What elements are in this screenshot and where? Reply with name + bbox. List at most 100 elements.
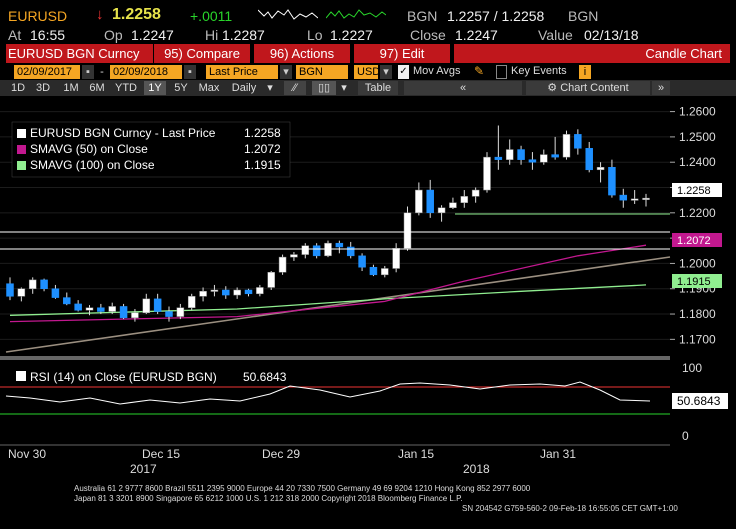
date-separator: - [100,66,104,78]
period-1y[interactable]: 1Y [144,81,166,95]
chevron-down-icon[interactable]: ▾ [267,82,273,94]
value-date: 02/13/18 [584,27,639,43]
footer-contacts: Australia 61 2 9777 8600 Brazil 5511 239… [74,484,531,493]
start-date-input[interactable]: 02/09/2017 [14,65,80,79]
candle-body [40,279,48,289]
candle-body [642,197,650,200]
period-5y[interactable]: 5Y [174,82,188,94]
candle [187,293,196,311]
candle [517,145,525,165]
security-field[interactable]: EURUSD BGN Curncy [6,44,153,63]
candle-body [358,255,366,268]
ticker-symbol: EURUSD [8,8,68,24]
candle-body [187,296,196,308]
candle [142,293,151,315]
period-3d[interactable]: 3D [35,82,51,94]
panel-divider[interactable] [0,356,670,360]
info-icon[interactable]: i [579,65,591,79]
candle [176,303,185,320]
candle-body [267,272,275,288]
price-field-select[interactable]: Last Price [206,65,278,79]
candle [574,129,582,155]
period-max[interactable]: Max [198,82,220,94]
period-6m[interactable]: 6M [89,82,105,94]
price-chart[interactable]: 1.26001.25001.24001.23001.22001.21001.20… [0,96,736,529]
mov-avgs-checkbox[interactable]: ✓ [398,65,409,79]
period-ytd[interactable]: YTD [115,82,137,94]
candle [403,206,412,251]
calendar-icon[interactable]: ▪ [184,65,196,79]
close-label: Close [410,27,446,43]
candle [608,159,616,198]
currency-input[interactable]: USD [354,65,380,79]
candle-body [403,212,412,249]
candle-body [551,154,559,158]
candle [483,152,491,193]
sma50-tag-text: 1.2072 [677,235,711,247]
legend-sma100: SMAVG (100) on Close [30,158,155,172]
candle [290,252,298,261]
chevron-down-icon[interactable]: ▾ [341,82,347,94]
compare-button[interactable]: 95) Compare [154,44,250,63]
sma100-line [9,284,647,316]
end-date-input[interactable]: 02/09/2018 [110,65,182,79]
candle [562,130,571,160]
table-button[interactable]: Table [358,81,398,95]
close-value: 1.2247 [455,27,498,43]
candle-body [528,159,537,163]
candle-body [312,245,321,257]
scroll-left-icon[interactable]: « [404,81,522,95]
sma50-line [9,244,647,323]
candle [210,284,219,297]
key-events-checkbox[interactable] [496,65,507,79]
candle-body [165,311,173,317]
candle [540,149,548,165]
frequency-select[interactable]: Daily [231,82,257,94]
line-chart-icon[interactable]: ⁄⁄ [284,81,306,95]
candle-body [630,198,639,201]
y-tick-label: 1.2600 [679,105,716,119]
y-tick-label: 1.1800 [679,307,716,321]
legend-main: EURUSD BGN Curncy - Last Price [30,126,216,140]
candle-body [562,134,571,158]
chevron-down-icon[interactable]: ▾ [380,65,392,79]
value-label: Value [538,27,573,43]
pencil-icon[interactable]: ✎ [474,64,485,78]
source-input[interactable]: BGN [296,65,348,79]
period-1m[interactable]: 1M [63,82,79,94]
actions-button[interactable]: 96) Actions [254,44,350,63]
candle [494,125,503,170]
candle [619,188,628,208]
candle-body [108,306,116,312]
calendar-icon[interactable]: ▪ [82,65,94,79]
sma50-price-tag: 1.2072 [672,233,722,247]
menu-bar: EURUSD BGN Curncy 95) Compare 96) Action… [0,44,736,63]
edit-button[interactable]: 97) Edit [354,44,450,63]
x-tick-label: Jan 15 [398,447,434,461]
period-1d[interactable]: 1D [10,82,26,94]
candle-body [619,194,628,201]
candle [85,305,94,316]
candle [381,265,389,278]
y-tick-label: 1.2000 [679,256,716,270]
candle [630,190,639,204]
rsi-value-tag: 50.6843 [677,394,721,408]
chart-type-label[interactable]: Candle Chart [454,44,730,63]
candle [346,241,355,259]
candle [392,243,400,273]
candle [119,303,128,320]
period-bar: 1D 3D 1M 6M YTD 1Y 5Y Max Daily ▾ ⁄⁄ ▯▯ … [0,80,736,96]
chart-legend: EURUSD BGN Curncy - Last Price 1.2258 SM… [11,121,291,178]
candle-body [210,289,219,292]
candle-chart-icon[interactable]: ▯▯ [312,81,336,95]
sma100-price-tag: 1.1915 [672,274,722,288]
key-events-label: Key Events [511,65,567,77]
scroll-right-icon[interactable]: » [652,81,670,95]
rsi-value-legend: 50.6843 [243,370,287,384]
footer-session: SN 204542 G759-560-2 09-Feb-18 16:55:05 … [462,504,678,513]
candle-body [153,298,162,312]
chevron-down-icon[interactable]: ▾ [280,65,292,79]
chart-content-button[interactable]: ⚙ Chart Content [526,81,650,95]
legend-sma50-value: 1.2072 [244,142,281,156]
year-label: 2018 [463,462,490,476]
